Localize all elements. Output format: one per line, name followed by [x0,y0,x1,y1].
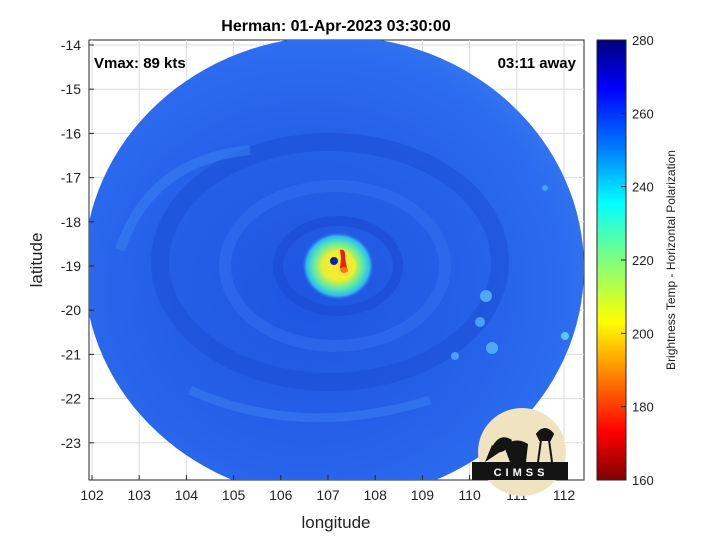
colorbar: 280 260 240 220 200 180 160 Brightness Temp - … [596,33,678,488]
x-tick-label: 110 [458,487,481,503]
colorbar-tick-label: 160 [632,473,654,488]
colorbar-tick-label: 280 [632,33,654,48]
cloud-patch [475,317,485,327]
radar-dish-icon [504,440,528,462]
y-axis-ticks: -14 -15 -16 -17 -18 -19 -20 -21 -22 -23 [61,37,94,451]
rainband-outer [151,133,509,391]
time-away-annotation: 03:11 away [498,55,577,72]
figure-title: Herman: 01-Apr-2023 03:30:00 [221,18,451,35]
y-tick-label: -16 [61,125,81,141]
x-tick-label: 107 [316,487,340,503]
x-axis-label: longitude [301,513,370,532]
x-tick-label: 108 [364,487,388,503]
eye-hot-core [340,249,347,270]
x-tick-label: 102 [80,487,104,503]
colorbar-label: Brightness Temp - Horizontal Polarizatio… [664,150,678,370]
x-tick-label: 109 [411,487,435,503]
x-tick-label: 103 [128,487,152,503]
rainband-arc-south [188,385,432,423]
cimss-logo-text: CIMSS [494,467,549,479]
vmax-annotation: Vmax: 89 kts [94,55,186,72]
colorbar-tick-label: 240 [632,180,654,195]
x-tick-label: 104 [175,487,199,503]
cimss-logo-band [472,462,568,480]
cimss-logo: CIMSS [472,408,568,496]
y-tick-label: -15 [61,81,81,97]
plot-area: 102103104105106107108109110111112 -14-15… [27,37,585,532]
rainband-mid [219,180,451,352]
colorbar-tick-label: 180 [632,400,654,415]
cloud-patch [486,342,498,354]
colorbar-tick-label: 220 [632,253,654,268]
colorbar-ticks: 280 260 240 220 200 180 160 [621,33,654,488]
eyewall-warm-ring [322,251,356,281]
y-tick-label: -21 [61,346,81,362]
x-tick-label: 105 [222,487,246,503]
satellite-dish-icon [485,437,512,462]
y-tick-label: -22 [61,391,81,407]
x-tick-label: 106 [269,487,293,503]
rainband-inner [273,216,403,316]
y-tick-label: -14 [61,37,81,53]
colorbar-tick-label: 260 [632,106,654,121]
y-tick-label: -23 [61,435,81,451]
cloud-patch [561,332,569,340]
y-tick-label: -20 [61,302,81,318]
eye-center [330,257,338,265]
eye-hot-spot [340,267,348,273]
cloud-patch [542,185,548,191]
rainband-arc-west [115,145,251,252]
colorbar-tick-label: 200 [632,326,654,341]
y-axis-label: latitude [27,233,46,288]
cloud-patch [451,352,459,360]
microwave-swath [89,40,584,480]
y-tick-label: -17 [61,170,81,186]
cloud-patch [480,290,492,302]
y-tick-label: -19 [61,258,81,274]
water-tower-icon [535,428,555,463]
y-tick-label: -18 [61,214,81,230]
x-tick-label: 112 [553,487,576,503]
